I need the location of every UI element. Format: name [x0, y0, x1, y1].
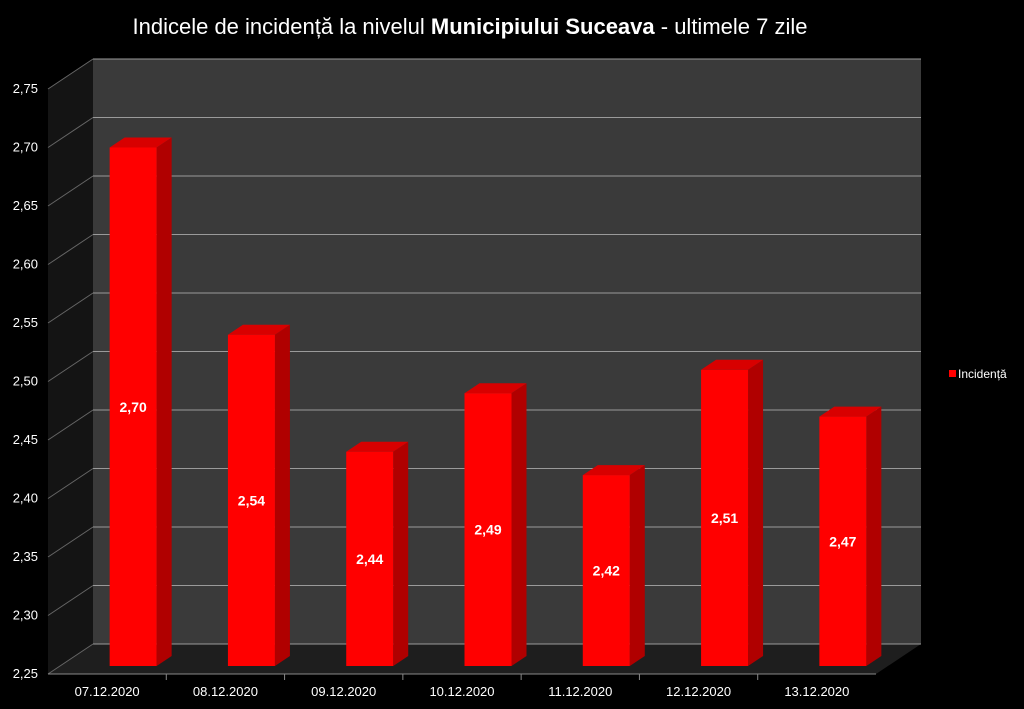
bar-top	[819, 406, 882, 417]
bar-front	[582, 475, 630, 666]
bar: 2,44	[346, 441, 409, 666]
gridline-side	[47, 117, 94, 148]
bar-top	[464, 383, 527, 394]
title-prefix: Indicele de incidență la nivelul	[132, 14, 431, 39]
data-label: 2,54	[238, 492, 265, 508]
bar-front	[819, 416, 867, 666]
gridline-side	[47, 526, 94, 558]
gridline-side	[47, 175, 94, 207]
data-label: 2,42	[593, 563, 620, 579]
bar-side	[393, 441, 409, 666]
x-tick-label: 07.12.2020	[75, 684, 140, 699]
bar-front	[464, 393, 512, 666]
data-label: 2,49	[474, 522, 501, 538]
bar: 2,42	[582, 465, 645, 666]
bar-side	[748, 359, 764, 666]
gridline-side	[47, 409, 94, 441]
bar-side	[274, 324, 290, 666]
x-tick-label: 11.12.2020	[548, 684, 612, 699]
data-label: 2,47	[829, 533, 856, 549]
y-tick-label: 2,60	[13, 257, 38, 272]
bar: 2,49	[464, 383, 527, 666]
bar: 2,70	[109, 137, 172, 666]
y-tick-label: 2,45	[13, 432, 38, 447]
y-tick-label: 2,65	[13, 198, 38, 213]
chart-title: Indicele de incidență la nivelul Municip…	[0, 14, 940, 40]
bar-top	[582, 465, 645, 476]
gridline-side	[47, 585, 94, 616]
bar-top	[227, 324, 290, 335]
x-tick-label: 09.12.2020	[311, 684, 376, 699]
bar-side	[156, 137, 172, 666]
y-tick-label: 2,50	[13, 374, 38, 389]
data-label: 2,51	[711, 510, 738, 526]
x-tick-label: 13.12.2020	[784, 684, 849, 699]
bar-top	[346, 441, 409, 452]
y-tick-label: 2,30	[13, 608, 38, 623]
bar-side	[629, 465, 645, 666]
bar-top	[109, 137, 172, 148]
bar-top	[701, 359, 764, 370]
bar-side	[866, 406, 882, 666]
x-tick-label: 10.12.2020	[429, 684, 494, 699]
bar: 2,54	[227, 324, 290, 666]
gridline-side	[47, 58, 94, 90]
title-suffix: - ultimele 7 zile	[654, 14, 808, 39]
gridline-side	[47, 468, 94, 499]
gridline-side	[47, 351, 94, 382]
bar: 2,47	[819, 406, 882, 666]
x-tick-label: 08.12.2020	[193, 684, 258, 699]
y-tick-label: 2,75	[13, 81, 38, 96]
x-tick-label: 12.12.2020	[666, 684, 731, 699]
data-label: 2,44	[356, 551, 383, 567]
gridline-side	[47, 234, 94, 265]
y-tick-label: 2,40	[13, 491, 38, 506]
y-tick-label: 2,70	[13, 140, 38, 155]
bar-front	[109, 147, 157, 666]
legend-label: Incidență	[958, 367, 1007, 381]
data-label: 2,70	[120, 399, 147, 415]
bar-front	[701, 369, 749, 666]
bar-side	[511, 383, 527, 666]
title-bold: Municipiului Suceava	[430, 14, 655, 39]
bar: 2,51	[701, 359, 764, 666]
y-tick-label: 2,55	[13, 315, 38, 330]
y-tick-label: 2,35	[13, 549, 38, 564]
bar-front	[227, 334, 275, 666]
gridline-side	[47, 292, 94, 324]
bar-front	[346, 451, 394, 666]
gridline-side	[47, 643, 94, 675]
y-tick-label: 2,25	[13, 666, 38, 681]
legend-swatch	[949, 370, 956, 377]
